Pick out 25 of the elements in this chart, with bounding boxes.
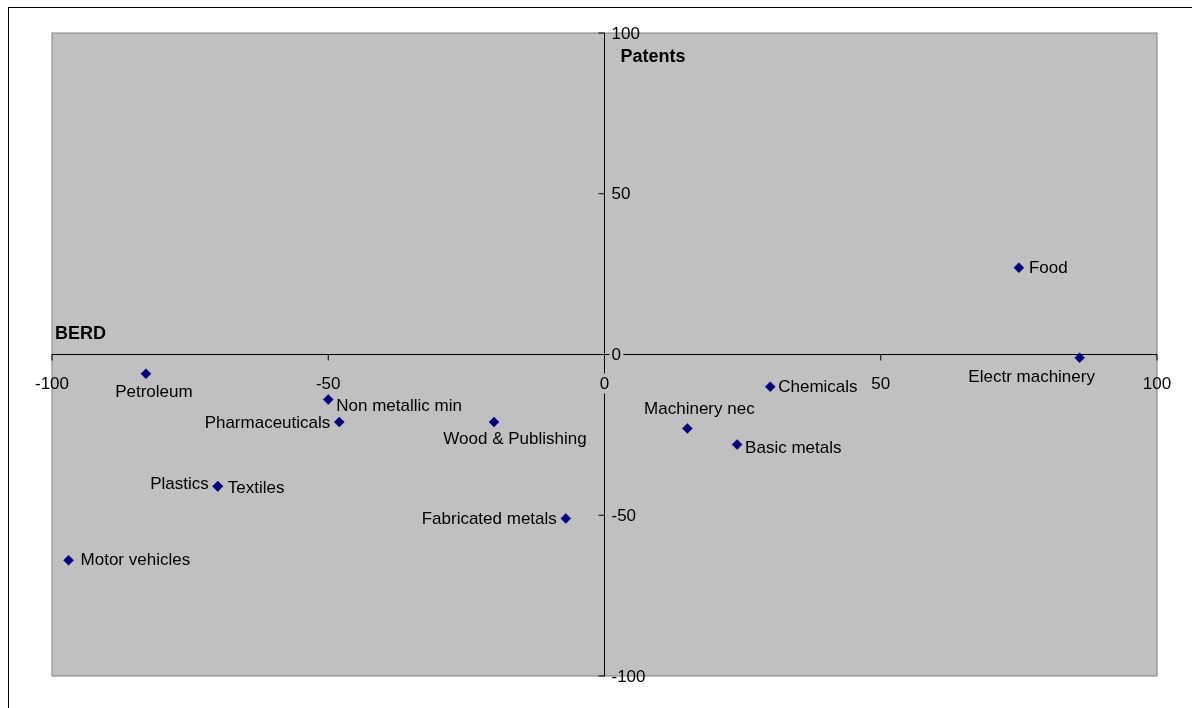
x-tick-label: 100 [1142, 374, 1172, 393]
x-tick-label: 0 [599, 374, 610, 393]
annotation: Pharmaceuticals [204, 412, 331, 432]
y-tick-label: -100 [611, 666, 646, 686]
annotation: Electr machinery [968, 367, 1096, 387]
x-tick-label: 50 [871, 374, 891, 393]
y-axis-title: Patents [620, 46, 686, 66]
annotation: Basic metals [745, 438, 842, 458]
annotation: Chemicals [778, 377, 858, 397]
y-tick-label: 0 [611, 345, 621, 364]
x-axis-title: BERD [55, 322, 107, 343]
y-tick-label: 50 [611, 184, 631, 204]
y-tick-label: 100 [611, 23, 640, 43]
annotation: Fabricated metals [421, 508, 557, 528]
y-tick-label: -50 [611, 505, 637, 525]
annotation: Motor vehicles [80, 549, 191, 569]
annotation: Non metallic min [336, 396, 462, 416]
x-tick-label: -50 [315, 374, 341, 393]
annotation: Food [1028, 258, 1068, 278]
x-tick-label: -100 [34, 374, 70, 393]
annotation: Wood & Publishing [443, 428, 587, 448]
annotation: Petroleum [115, 382, 193, 402]
annotation: Textiles [227, 477, 285, 497]
annotation: Machinery nec [644, 398, 756, 418]
annotation: Plastics [150, 473, 209, 493]
